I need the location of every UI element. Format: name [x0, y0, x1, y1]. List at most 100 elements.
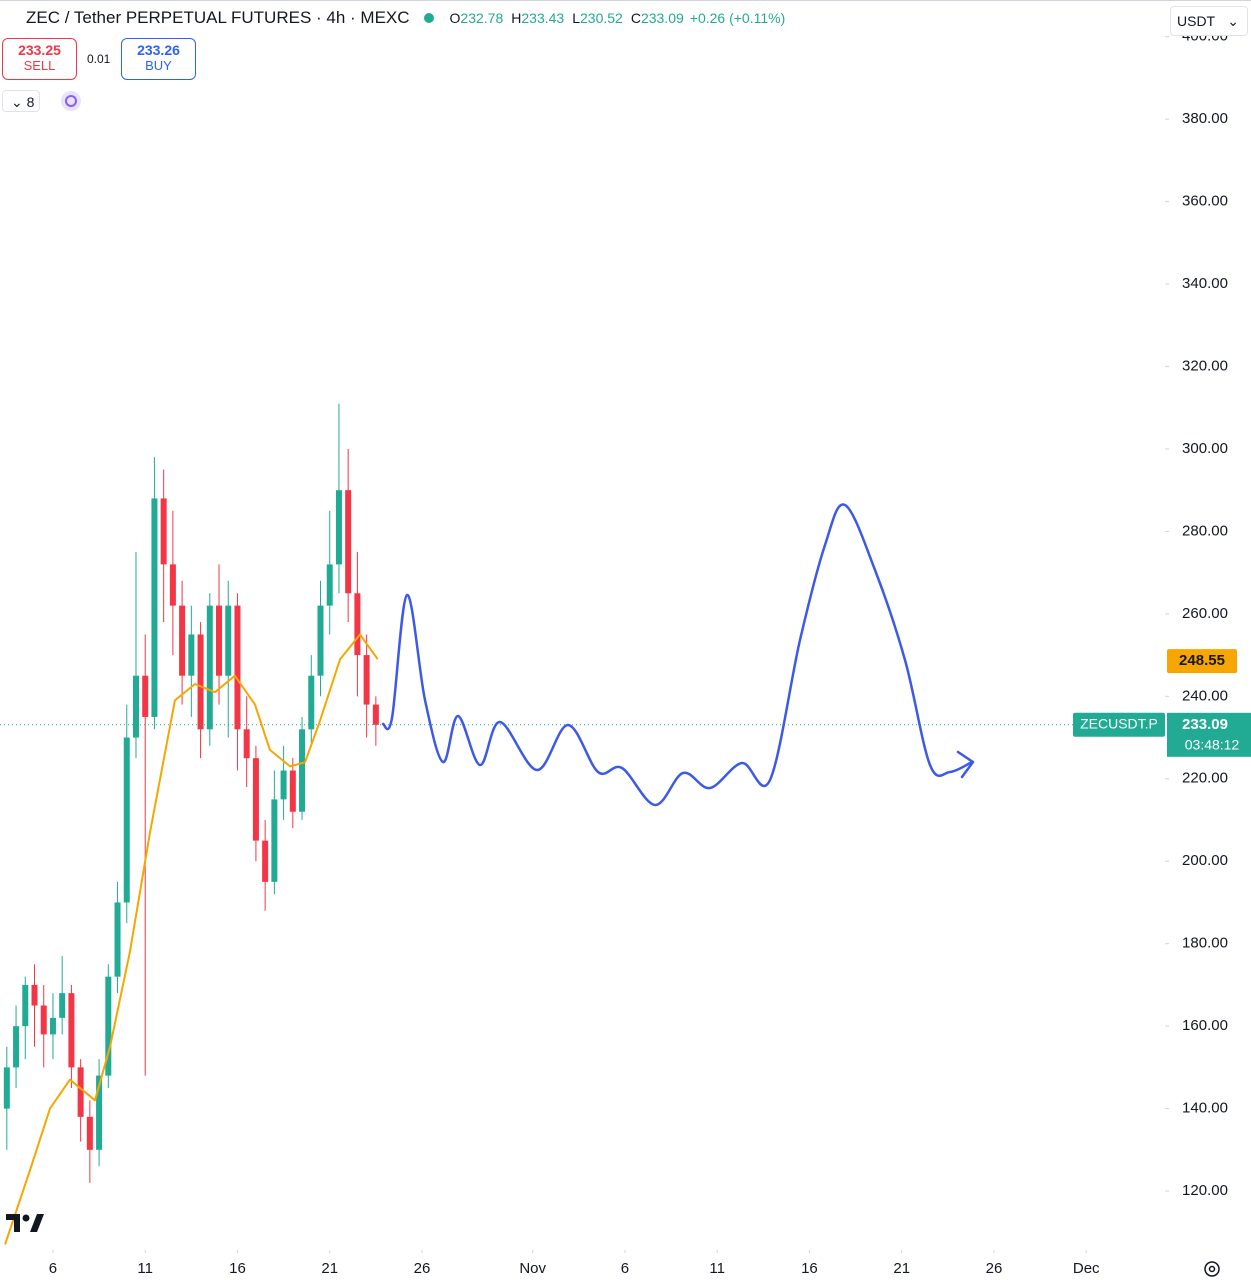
chevron: ⌄	[1227, 13, 1239, 29]
ohlc-key: O	[449, 10, 461, 26]
candle-body	[252, 758, 259, 841]
candle-body	[132, 675, 139, 738]
candle-body	[234, 605, 241, 730]
symbol-badge	[1073, 712, 1165, 737]
candle-body	[299, 729, 306, 812]
sell-label: SELL	[23, 58, 56, 73]
y-tick-label: 160.00	[1182, 1017, 1228, 1034]
y-tick-label: 200.00	[1182, 852, 1228, 869]
projection-arrowhead	[956, 750, 975, 779]
x-tick-label: 21	[893, 1260, 910, 1277]
x-tick-label: 6	[49, 1260, 57, 1277]
tv-logo	[6, 1214, 44, 1232]
candle-body	[326, 564, 333, 606]
spread: 0.01	[87, 52, 111, 66]
change: +0.26 (+0.11%)	[689, 10, 786, 26]
candle-body	[225, 605, 232, 676]
indicators-count: 8	[26, 94, 35, 110]
countdown: 03:48:12	[1185, 737, 1240, 753]
buy-label: BUY	[145, 58, 172, 73]
y-tick-label: 120.00	[1182, 1182, 1228, 1199]
ohlc-value: 233.09	[640, 10, 684, 26]
x-tick-label: 16	[229, 1260, 246, 1277]
y-tick-label: 240.00	[1182, 687, 1228, 704]
indicators-toggle[interactable]: ⌄ 8	[2, 90, 40, 112]
candle-body	[345, 490, 352, 594]
price-badge	[1167, 712, 1251, 757]
candle-body	[179, 605, 186, 676]
y-tick-label: 280.00	[1182, 522, 1228, 539]
candle-body	[86, 1116, 93, 1150]
ohlc-value: 233.43	[521, 10, 565, 26]
candle-body	[123, 737, 130, 903]
ohlc-key: H	[511, 10, 522, 26]
candle-body	[335, 490, 342, 565]
y-tick-label: 220.00	[1182, 770, 1228, 787]
currency-select[interactable]: USDT ⌄	[1170, 6, 1248, 36]
x-tick-label: 11	[137, 1260, 153, 1277]
candle-body	[308, 675, 315, 730]
candle-body	[22, 984, 29, 1027]
candle-body	[49, 1017, 56, 1035]
candle-body	[160, 498, 167, 565]
symbol-title: ZEC / Tether PERPETUAL FUTURES · 4h · ME…	[26, 8, 410, 27]
ohlc-key: L	[572, 10, 580, 26]
y-tick-label: 300.00	[1182, 440, 1228, 457]
candle-body	[243, 729, 250, 759]
candle-body	[372, 704, 379, 725]
x-tick-label: 26	[414, 1260, 431, 1277]
x-tick-label: Dec	[1073, 1260, 1100, 1277]
status-dot	[423, 13, 434, 23]
y-tick-label: 260.00	[1182, 605, 1228, 622]
candle-body	[317, 605, 324, 676]
candle-body	[188, 634, 195, 676]
candle-body	[197, 634, 204, 730]
buy-price: 233.26	[137, 42, 180, 58]
candle-body	[31, 984, 38, 1006]
symbol-badge-label: ZECUSDT.P	[1080, 716, 1158, 732]
candle-body	[363, 655, 370, 705]
buy-button[interactable]: 233.26 BUY	[121, 38, 196, 80]
candle-body	[216, 605, 223, 676]
y-tick-label: 140.00	[1182, 1100, 1228, 1117]
candle-body	[77, 1067, 84, 1117]
x-tick-label: 6	[621, 1260, 629, 1277]
x-tick-label: 26	[986, 1260, 1003, 1277]
ohlc-value: 230.52	[580, 10, 623, 26]
candle-body	[280, 770, 287, 800]
refresh-icon[interactable]	[61, 91, 81, 111]
x-tick-label: 21	[321, 1260, 338, 1277]
candle-body	[114, 902, 121, 977]
candle-body	[206, 605, 213, 730]
candle-body	[68, 993, 75, 1068]
ohlc-value: 232.78	[460, 10, 504, 26]
plot: ZECUSDT.P 233.09 03:48:12 248.55	[0, 403, 1251, 1245]
x-tick-label: 16	[801, 1260, 818, 1277]
currency: USDT	[1177, 13, 1216, 29]
y-tick-label: 340.00	[1182, 275, 1228, 292]
ohlc: O 232.78 H 233.43 L 230.52 C 233.09 +0.26 (+…	[442, 10, 786, 26]
ma-badge	[1167, 649, 1237, 674]
candle-body	[289, 770, 296, 812]
price-badge-label: 233.09	[1182, 716, 1228, 733]
candle-body	[3, 1067, 10, 1109]
projection-drawing	[381, 503, 974, 807]
legend-header: ZEC / Tether PERPETUAL FUTURES · 4h · ME…	[4, 8, 785, 28]
x-tick-label: 11	[709, 1260, 725, 1277]
x-tick-label: Nov	[519, 1260, 546, 1277]
candle-body	[271, 799, 278, 882]
y-tick-label: 380.00	[1182, 110, 1228, 127]
sell-price: 233.25	[18, 42, 61, 58]
candle-body	[96, 1075, 103, 1150]
sell-button[interactable]: 233.25 SELL	[2, 38, 77, 80]
candle-body	[142, 675, 149, 717]
candle-body	[262, 840, 269, 882]
candle-body	[169, 564, 176, 606]
ma-badge-label: 248.55	[1179, 652, 1225, 669]
candle-body	[40, 1005, 47, 1035]
y-tick-label: 180.00	[1182, 935, 1228, 952]
settings-icon[interactable]	[1204, 1261, 1220, 1277]
candle-body	[151, 498, 158, 717]
candle-body	[354, 593, 361, 656]
